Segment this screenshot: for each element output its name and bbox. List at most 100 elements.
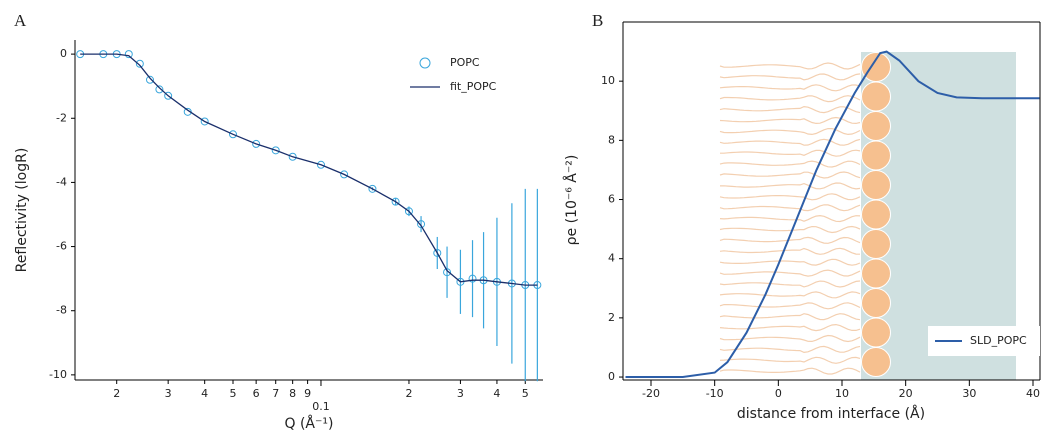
- x-tick-label: 4: [493, 387, 500, 400]
- lipid-head: [861, 288, 891, 318]
- y-tick-label: 4: [608, 252, 615, 265]
- lipid-tail: [719, 323, 861, 332]
- data-line: [80, 53, 538, 286]
- legend-marker: [419, 57, 431, 69]
- y-tick-label: 10: [601, 74, 615, 87]
- lipid-tail: [719, 236, 861, 244]
- x-tick-label: 20: [899, 387, 913, 400]
- x-tick-label: 10: [835, 387, 849, 400]
- y-tick-label: 2: [608, 311, 615, 324]
- lipid-tail: [719, 138, 861, 146]
- panel-label: B: [592, 11, 603, 30]
- lipid-head: [861, 81, 891, 112]
- lipid-tail: [719, 84, 861, 92]
- lipid-tail: [719, 269, 861, 277]
- lipid-head: [861, 111, 891, 141]
- x-tick-label: 0.1: [312, 400, 330, 413]
- lipid-tail: [719, 193, 861, 201]
- data-line: [625, 50, 1040, 378]
- lipid-tail: [719, 62, 861, 70]
- panel-label: A: [14, 11, 27, 30]
- data-point: [417, 220, 426, 229]
- lipid-head: [861, 347, 891, 377]
- x-tick-label: 30: [962, 387, 976, 400]
- x-tick-label: -10: [706, 387, 724, 400]
- x-axis-label: distance from interface (Å): [737, 405, 925, 422]
- lipid-tail: [719, 356, 861, 364]
- y-tick-label: -8: [56, 304, 67, 317]
- data-point: [200, 117, 209, 126]
- data-point: [288, 152, 297, 161]
- data-point: [404, 207, 413, 216]
- y-tick-label: 8: [608, 133, 615, 146]
- x-tick-label: 5: [229, 387, 236, 400]
- x-tick-label: 2: [113, 387, 120, 400]
- y-axis-label: Reflectivity (logR): [14, 148, 30, 273]
- lipid-tail: [719, 367, 861, 375]
- data-point: [228, 130, 237, 139]
- data-point: [468, 274, 477, 283]
- x-tick-label: 40: [1026, 387, 1040, 400]
- x-tick-label: 5: [522, 387, 529, 400]
- data-point: [316, 160, 325, 169]
- lipid-head: [861, 229, 891, 259]
- lipid-tail: [719, 345, 861, 354]
- y-tick-label: 0: [60, 47, 67, 60]
- y-tick-label: 0: [608, 370, 615, 383]
- x-tick-label: 9: [304, 387, 311, 400]
- lipid-tail: [719, 73, 861, 81]
- lipid-tail: [719, 247, 861, 255]
- x-tick-label: 2: [405, 387, 412, 400]
- lipid-tail: [719, 105, 861, 114]
- y-tick-label: -2: [56, 111, 67, 124]
- y-tick-label: -6: [56, 240, 67, 253]
- lipid-tail: [719, 128, 861, 136]
- x-tick-label: 8: [289, 387, 296, 400]
- x-tick-label: 6: [253, 387, 260, 400]
- lipid-tail: [719, 214, 861, 223]
- legend-label: SLD_POPC: [970, 334, 1027, 347]
- x-tick-label: -20: [642, 387, 660, 400]
- data-point: [155, 85, 164, 94]
- lipid-head: [861, 140, 891, 171]
- lipid-tail: [719, 225, 861, 234]
- lipid-tail: [719, 313, 861, 321]
- data-point: [433, 248, 442, 257]
- lipid-tail: [719, 302, 861, 310]
- lipid-tail: [719, 182, 861, 190]
- y-tick-label: 6: [608, 193, 615, 206]
- data-point: [271, 146, 280, 155]
- lipid-tail: [719, 171, 861, 179]
- data-point: [368, 184, 377, 193]
- lipid-tail: [719, 204, 861, 212]
- lipid-tail: [720, 149, 861, 157]
- lipid-tail: [719, 291, 861, 299]
- y-axis-label: ρe (10⁻⁶ Å⁻²): [563, 155, 580, 246]
- lipid-head: [861, 170, 891, 200]
- data-point: [391, 197, 400, 206]
- data-point: [145, 75, 154, 84]
- x-tick-label: 7: [272, 387, 279, 400]
- data-point: [124, 50, 133, 59]
- lipid-head: [861, 52, 891, 82]
- data-point: [164, 91, 173, 100]
- lipid-head: [861, 317, 891, 348]
- x-tick-label: 3: [457, 387, 464, 400]
- lipid-head: [861, 199, 891, 230]
- data-point: [135, 59, 144, 68]
- legend-label: fit_POPC: [450, 80, 497, 93]
- x-tick-label: 0: [775, 387, 782, 400]
- legend-label: POPC: [450, 56, 480, 69]
- x-axis-label: Q (Å⁻¹): [285, 415, 334, 432]
- x-tick-label: 4: [201, 387, 208, 400]
- y-tick-label: -10: [49, 368, 67, 381]
- x-tick-label: 3: [165, 387, 172, 400]
- lipid-tail: [719, 258, 861, 266]
- data-point: [443, 268, 452, 277]
- lipid-tail: [719, 280, 861, 288]
- lipid-tail: [719, 116, 861, 125]
- lipid-tail: [719, 95, 861, 103]
- y-tick-label: -4: [56, 175, 67, 188]
- data-point: [252, 139, 261, 148]
